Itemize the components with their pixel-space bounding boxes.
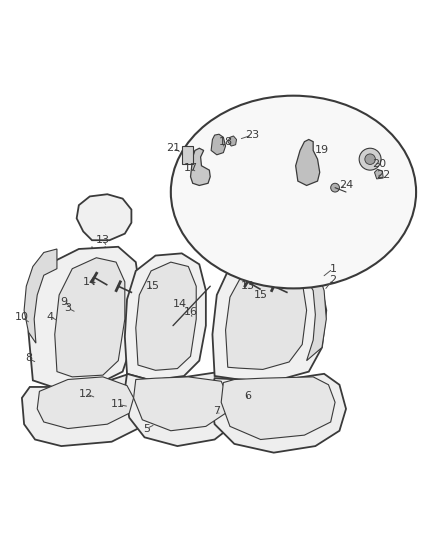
Text: 3: 3 xyxy=(64,303,71,313)
Polygon shape xyxy=(304,257,326,361)
Text: 16: 16 xyxy=(184,308,198,318)
Polygon shape xyxy=(28,247,140,387)
Polygon shape xyxy=(226,262,307,369)
Text: 4: 4 xyxy=(47,312,54,322)
Polygon shape xyxy=(24,249,57,343)
Text: 22: 22 xyxy=(376,169,390,180)
Circle shape xyxy=(365,154,375,165)
Polygon shape xyxy=(136,262,196,370)
Text: 13: 13 xyxy=(240,281,254,291)
Text: 17: 17 xyxy=(184,163,198,173)
Polygon shape xyxy=(210,374,346,453)
Text: 15: 15 xyxy=(146,281,160,291)
Polygon shape xyxy=(211,134,226,155)
Text: 21: 21 xyxy=(166,143,180,154)
Text: 13: 13 xyxy=(96,235,110,245)
Text: 14: 14 xyxy=(173,298,187,309)
Polygon shape xyxy=(239,201,296,247)
Text: 15: 15 xyxy=(254,290,268,300)
Polygon shape xyxy=(228,136,237,146)
Polygon shape xyxy=(77,194,131,240)
Text: 11: 11 xyxy=(111,399,125,409)
Text: 8: 8 xyxy=(25,353,32,364)
Text: 10: 10 xyxy=(15,312,29,322)
Polygon shape xyxy=(182,146,193,164)
Text: 14: 14 xyxy=(83,277,97,287)
Text: 23: 23 xyxy=(245,130,259,140)
Polygon shape xyxy=(134,377,228,431)
Polygon shape xyxy=(37,377,134,429)
Circle shape xyxy=(331,183,339,192)
Text: 6: 6 xyxy=(244,391,251,401)
Polygon shape xyxy=(125,253,206,381)
Ellipse shape xyxy=(171,96,416,288)
Text: 1: 1 xyxy=(329,264,336,273)
Text: 5: 5 xyxy=(143,424,150,433)
Text: 24: 24 xyxy=(339,181,353,190)
Polygon shape xyxy=(221,377,335,440)
Polygon shape xyxy=(125,372,239,446)
Circle shape xyxy=(359,148,381,170)
Polygon shape xyxy=(191,148,210,185)
Polygon shape xyxy=(55,258,125,377)
Text: 19: 19 xyxy=(315,146,329,156)
Polygon shape xyxy=(212,249,326,381)
Text: 7: 7 xyxy=(213,406,220,416)
Text: 18: 18 xyxy=(219,136,233,147)
Polygon shape xyxy=(296,140,320,185)
Text: 9: 9 xyxy=(60,296,67,306)
Text: 2: 2 xyxy=(329,274,336,285)
Text: 12: 12 xyxy=(78,389,92,399)
Text: 20: 20 xyxy=(372,159,386,168)
Polygon shape xyxy=(374,169,383,179)
Polygon shape xyxy=(22,374,145,446)
